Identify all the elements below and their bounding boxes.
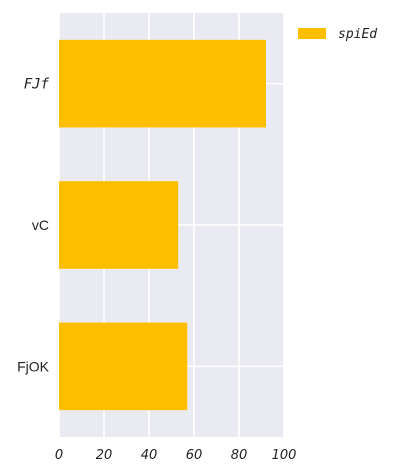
bar-fjok [59, 322, 188, 411]
x-tick-label: 80 [231, 448, 248, 463]
legend-swatch-spied [298, 28, 326, 39]
y-category-label: FjOK [17, 358, 50, 374]
bars [59, 39, 266, 411]
y-category-label: FJf [24, 77, 50, 93]
bar-fjf [59, 39, 266, 128]
bar-vc [59, 181, 179, 269]
x-tick-label: 20 [96, 448, 113, 463]
x-tick-label: 40 [141, 448, 158, 463]
y-category-labels: FJf vC FjOK [17, 77, 50, 375]
y-category-label: vC [32, 217, 49, 233]
x-tick-labels: 0 20 40 60 80 100 [55, 448, 297, 463]
x-tick-label: 0 [55, 448, 63, 463]
x-tick-label: 100 [272, 448, 297, 463]
legend: spiEd [298, 27, 377, 42]
x-tick-label: 60 [186, 448, 203, 463]
legend-label-spied: spiEd [338, 27, 377, 42]
